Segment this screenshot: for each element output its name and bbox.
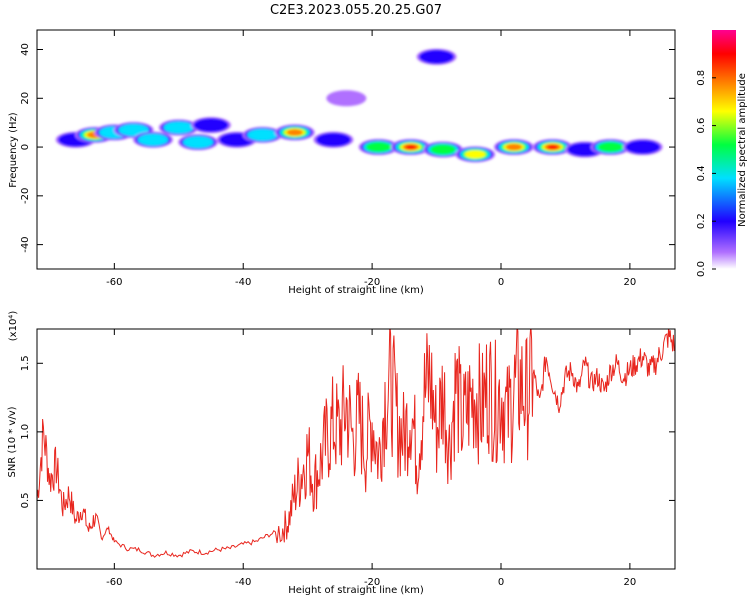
spectrogram-x-axis-label: Height of straight line (km) [288, 285, 424, 296]
heatmap-cell [182, 136, 214, 149]
snr-ticks: -60 -40 -20 0 20 0.5 1.0 1.5 [20, 329, 675, 588]
y-tick-label: 40 [20, 43, 31, 56]
snr-frame [36, 328, 676, 570]
heatmap-cell [418, 49, 455, 64]
colorbar-ticks: 0.0 0.2 0.4 0.6 0.8 [696, 70, 716, 277]
heatmap-cell [163, 121, 194, 134]
snr-series-line [37, 329, 675, 558]
heatmap-cell [546, 144, 559, 150]
colorbar: 0.0 0.2 0.4 0.6 0.8 Normalized spectral ampl… [696, 30, 748, 277]
spectrogram-band [55, 48, 663, 163]
heatmap-cell [597, 141, 624, 153]
x-tick-label: -40 [235, 577, 251, 588]
snr-x-axis-label: Height of straight line (km) [288, 585, 424, 596]
figure-title: C2E3.2023.055.20.25.G07 [270, 3, 442, 18]
heatmap-cell [193, 118, 229, 133]
snr-chart: -60 -40 -20 0 20 0.5 1.0 1.5 Height of straight… [7, 311, 676, 596]
x-tick-label: 20 [624, 277, 637, 288]
y-tick-label: -40 [20, 236, 31, 252]
heatmap-cell [286, 129, 303, 136]
y-tick-label: 0.5 [20, 492, 31, 508]
spectrogram-ticks: -60 -40 -20 0 20 -40 -20 0 20 40 [20, 30, 675, 288]
y-tick-label: 1.0 [20, 424, 31, 440]
heatmap-cell [137, 133, 169, 146]
y-tick-label: -20 [20, 188, 31, 204]
x-tick-label: 0 [498, 277, 504, 288]
x-tick-label: -60 [106, 277, 122, 288]
snr-multiplier-label: (x10⁴) [8, 311, 19, 342]
heatmap-cell [505, 143, 522, 151]
colorbar-tick-label: 0.2 [696, 213, 707, 229]
colorbar-tick-label: 0.6 [696, 118, 707, 134]
x-tick-label: -40 [235, 277, 251, 288]
heatmap-cell [118, 123, 149, 137]
heatmap-cell [315, 132, 352, 147]
y-tick-label: 1.5 [20, 355, 31, 371]
spectrogram-y-axis-label: Frequency (Hz) [8, 112, 19, 188]
heatmap-cell [405, 144, 417, 150]
spectrogram-frame [36, 29, 676, 270]
spectrogram-chart: -60 -40 -20 0 20 -40 -20 0 20 40 Height of straig… [8, 29, 676, 296]
heatmap-cell [326, 90, 367, 107]
heatmap-cell [625, 140, 661, 155]
x-tick-label: 0 [498, 577, 504, 588]
heatmap-cell [247, 128, 278, 141]
colorbar-tick-label: 0.0 [696, 261, 707, 277]
colorbar-tick-label: 0.4 [696, 165, 707, 181]
x-tick-label: -20 [364, 577, 380, 588]
y-tick-label: 0 [20, 144, 31, 150]
snr-y-axis-label: SNR (10 * v/v) [7, 406, 18, 477]
heatmap-cell [430, 144, 456, 155]
heatmap-cell [464, 150, 486, 159]
colorbar-tick-label: 0.8 [696, 70, 707, 86]
y-tick-label: 20 [20, 92, 31, 105]
x-tick-label: -60 [106, 577, 122, 588]
colorbar-label: Normalized spectral amplitude [737, 73, 748, 227]
colorbar-gradient [712, 30, 736, 269]
x-tick-label: -20 [364, 277, 380, 288]
heatmap-cell [365, 141, 392, 153]
x-tick-label: 20 [624, 577, 637, 588]
